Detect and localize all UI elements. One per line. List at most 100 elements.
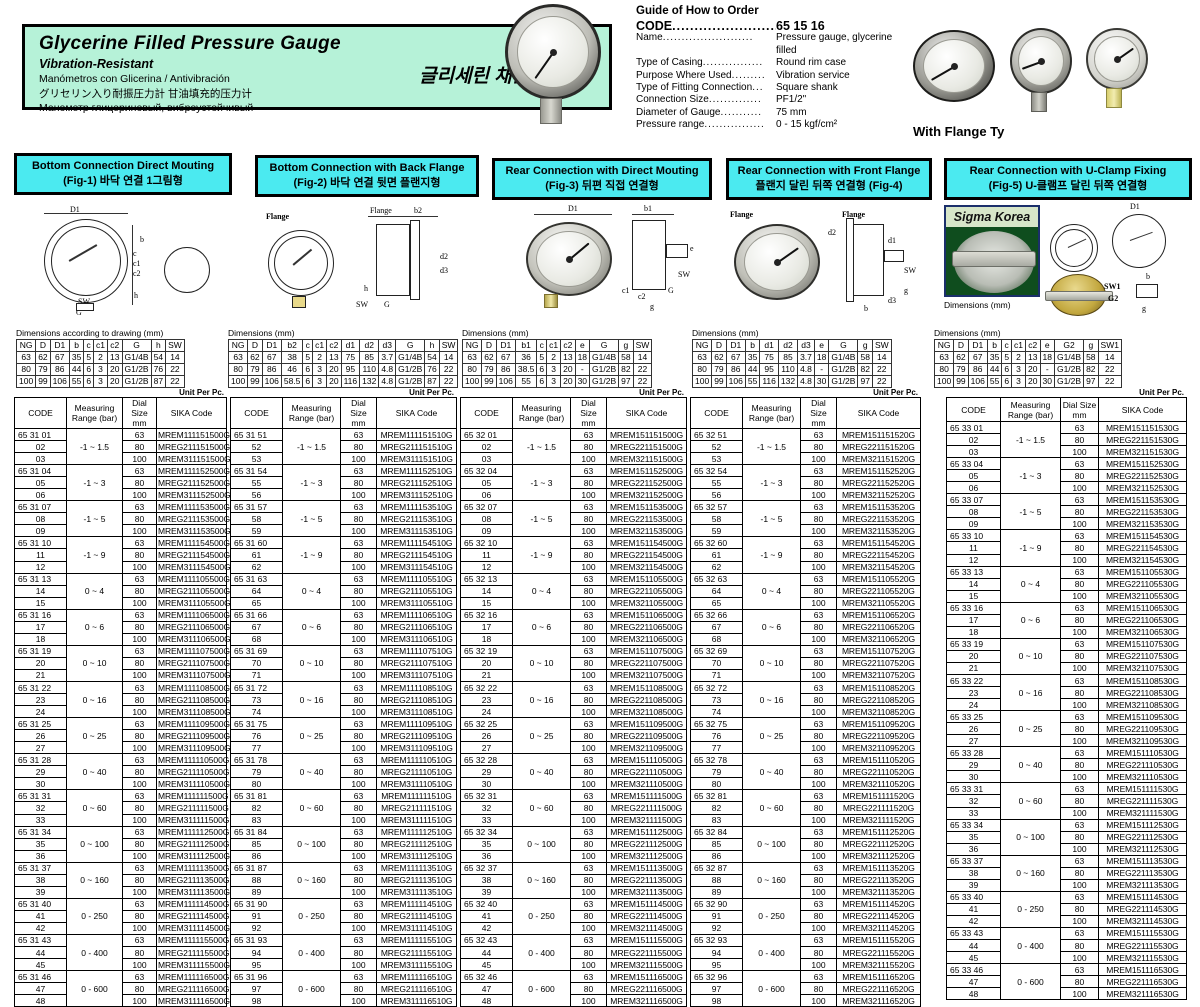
sika-code-cell: MREM321114500G [606, 921, 687, 935]
product-code-cell: 65 31 75 [230, 717, 283, 731]
table-row: 02 80 MREG221151530G [946, 433, 1187, 447]
product-code-cell: 08 [460, 512, 513, 526]
sika-code-cell: MREM311105510G [376, 596, 457, 610]
product-code-cell: 08 [14, 512, 67, 526]
dim-cell: 6 [302, 363, 314, 376]
measuring-range-cell: 0 - 600 [1000, 963, 1061, 1001]
dial-size-cell: 100 [122, 668, 157, 682]
product-code-cell: 35 [14, 837, 67, 851]
dial-size-cell: 100 [1060, 589, 1099, 603]
dim-label-d1: d1 [888, 236, 896, 245]
dial-size-cell: 100 [570, 668, 607, 682]
measuring-range-cell: 0 ~ 4 [512, 572, 571, 610]
dim-cell: 20 [1025, 363, 1041, 376]
dim-header-cell: g [1083, 339, 1099, 352]
table-row: 82 80 MREG221111520G [690, 801, 921, 815]
dial-size-cell: 80 [1060, 902, 1099, 916]
dial-size-cell: 63 [1060, 601, 1099, 615]
measuring-range-cell: 0 ~ 160 [1000, 854, 1061, 892]
sika-code-cell: MREM151113500G [606, 861, 687, 875]
table-row: 65 33 43 0 - 400 63 MREM151115530G [946, 926, 1187, 965]
sika-code-cell: MREM311154510G [376, 560, 457, 574]
sika-code-cell: MREM151112520G [836, 825, 921, 839]
dial-size-cell: 63 [800, 608, 837, 622]
dim-cell: 6 [83, 363, 95, 376]
table-row: 38 80 MREG221113500G [460, 873, 687, 887]
dial-size-cell: 100 [340, 921, 377, 935]
dial-size-cell: 63 [570, 608, 607, 622]
dim-label-g: g [1142, 304, 1146, 313]
product-code-cell: 80 [690, 777, 743, 791]
sika-code-cell: MREM111110510G [376, 753, 457, 767]
product-code-cell: 76 [230, 729, 283, 743]
dim-cell: 106 [49, 375, 70, 388]
table-row: 65 33 10 -1 ~ 9 63 MREM151154530G [946, 529, 1187, 567]
fig-2-header: Bottom Connection with Back Flange (Fig-… [255, 155, 479, 197]
table-row: 24 100 MREM321108530G [946, 698, 1187, 712]
sika-code-cell: MREG221115500G [606, 946, 687, 960]
product-code-cell: 65 32 69 [690, 644, 743, 658]
table-row: 85 80 MREG211112510G [230, 837, 457, 851]
dim-cell: 58 [618, 351, 634, 364]
dial-size-cell: 80 [122, 765, 157, 779]
dial-size-cell: 100 [122, 813, 157, 827]
table-row: 65 31 37 0 ~ 160 63 MREM111113500G [14, 861, 229, 899]
measuring-range-cell: 0 ~ 100 [742, 825, 801, 863]
dial-size-cell: 63 [340, 933, 377, 948]
dial-size-cell: 80 [1060, 686, 1099, 700]
dim-cell: 132 [777, 375, 799, 388]
dial-size-cell: 100 [1060, 625, 1099, 639]
table-row: 03 100 MREM311151500G [14, 452, 231, 466]
sika-code-cell: MREG211115510G [376, 946, 457, 960]
dial-size-cell: 80 [122, 873, 157, 887]
table-row: 12 100 MREM321154500G [460, 560, 687, 574]
dim-cell: 76 [150, 363, 167, 376]
dim-header-cell: g [618, 339, 634, 352]
product-code-cell: 65 31 72 [230, 680, 283, 695]
dim-header-cell: D1 [261, 339, 282, 352]
product-code-cell: 18 [14, 632, 67, 646]
dim-header-cell: D [711, 339, 727, 352]
dial-size-cell: 80 [570, 837, 607, 851]
dim-cell: 22 [1097, 363, 1122, 376]
brass-gauge-photo [1086, 28, 1148, 90]
dim-row: 100 99 106 55 6 3 20 30 G1/2B 97 22 [461, 375, 653, 388]
table-row: 65 32 10 -1 ~ 9 63 MREM151154500G [460, 536, 687, 574]
table-row: 02 80 MREG211151500G [14, 440, 230, 454]
sika-code-cell: MREM321109530G [1098, 734, 1187, 748]
sika-code-cell: MREM151107520G [836, 644, 921, 658]
sika-code-cell: MREG221106530G [1098, 613, 1187, 627]
table-row: 80 100 MREM321110520G [690, 777, 921, 791]
product-code-cell: 67 [690, 620, 743, 634]
table-row: 73 80 MREG221108520G [690, 693, 921, 707]
sika-code-cell: MREM151113530G [1098, 854, 1187, 868]
measuring-range-cell: -1 ~ 1.5 [512, 427, 571, 466]
dial-size-cell: 100 [800, 741, 837, 755]
product-code-cell: 05 [14, 476, 67, 490]
dim-header-cell: SW [165, 339, 185, 352]
dim-label-D1: D1 [568, 204, 578, 213]
sika-code-cell: MREM321115500G [606, 958, 687, 972]
product-code-cell: 65 31 04 [14, 464, 67, 478]
product-code-cell: 56 [690, 488, 743, 502]
dim-cell: 6 [536, 363, 548, 376]
product-code-cell: 39 [14, 885, 67, 899]
table-row: 18 100 MREM321106530G [946, 625, 1187, 639]
dial-size-cell: 100 [340, 705, 377, 719]
guide-value: Vibration service [776, 69, 850, 81]
sika-code-cell: MREG221108500G [606, 693, 687, 707]
dial-size-cell: 80 [122, 837, 157, 851]
sika-code-cell: MREG211151500G [156, 440, 230, 454]
dim-label-d2: d2 [828, 228, 836, 237]
product-code-cell: 12 [14, 560, 67, 574]
dim-cell: 55 [514, 375, 538, 388]
measuring-range-cell: 0 ~ 16 [1000, 673, 1061, 712]
product-code-cell: 65 31 01 [14, 427, 67, 442]
gauge-dial-outline [274, 236, 328, 290]
table-row: 65 32 78 0 ~ 40 63 MREM151110520G [690, 753, 921, 791]
dim-header-cell: G [828, 339, 859, 352]
dim-cell: 6 [83, 375, 95, 388]
product-code-cell: 61 [230, 548, 283, 562]
